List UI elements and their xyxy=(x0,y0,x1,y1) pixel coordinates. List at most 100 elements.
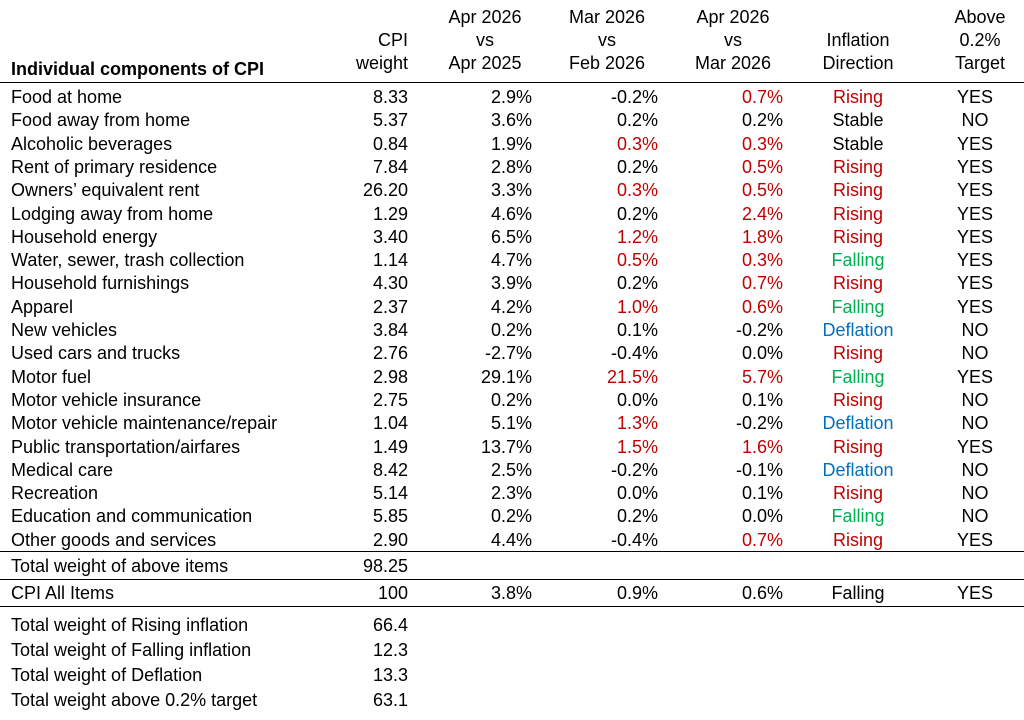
inflation-direction: Rising xyxy=(832,483,884,504)
cpi-weight: 0.84 xyxy=(372,133,408,154)
component-name: New vehicles xyxy=(11,320,118,340)
above-target: NO xyxy=(961,506,989,527)
table-row: Lodging away from home 1.29 4.6% 0.2% 2.4% Ri… xyxy=(0,203,1024,226)
yoy-change: 4.7% xyxy=(490,250,532,271)
mom-change: -0.1% xyxy=(735,459,783,480)
inflation-direction: Stable xyxy=(832,133,884,154)
header-line: Apr 2025 xyxy=(448,53,522,73)
component-name: Used cars and trucks xyxy=(11,343,181,364)
yoy-change: 4.6% xyxy=(490,203,532,224)
above-target: YES xyxy=(956,296,994,317)
header-line: Above xyxy=(954,7,1006,27)
inflation-direction: Rising xyxy=(832,203,884,224)
mom-prev-change: -0.4% xyxy=(610,529,658,550)
table-row: Used cars and trucks 2.76 -2.7% -0.4% 0.0% Ri… xyxy=(0,342,1024,365)
mom-change: -0.2% xyxy=(735,320,783,340)
inflation-direction: Deflation xyxy=(822,459,894,480)
mom-change: 0.7% xyxy=(741,273,783,294)
header-line: Inflation xyxy=(826,30,890,50)
summary-value: 12.3 xyxy=(372,640,408,660)
header-yoy: Apr 2026 vs Apr 2025 xyxy=(430,6,540,75)
table-row: Motor vehicle insurance 2.75 0.2% 0.0% 0.1% R… xyxy=(0,389,1024,412)
mom-prev-change: 0.0% xyxy=(616,483,658,504)
table-row: Recreation 5.14 2.3% 0.0% 0.1% Rising NO xyxy=(0,482,1024,505)
header-line: CPI xyxy=(377,30,408,50)
yoy-change: 0.2% xyxy=(490,320,532,340)
header-line: Apr 2026 xyxy=(448,7,522,27)
above-target: YES xyxy=(956,529,994,550)
component-name: Food at home xyxy=(11,87,123,107)
cpi-weight: 5.37 xyxy=(372,110,408,131)
yoy-change: 2.3% xyxy=(490,483,532,504)
above-target: YES xyxy=(956,133,994,154)
mom-change: 0.7% xyxy=(741,87,783,107)
component-name: Recreation xyxy=(11,483,99,504)
table-row: Food away from home 5.37 3.6% 0.2% 0.2% Stabl… xyxy=(0,109,1024,132)
mom-change: 0.1% xyxy=(741,389,783,410)
summary-label: Total weight of Falling inflation xyxy=(11,640,252,660)
all-items-target: YES xyxy=(956,583,994,603)
table-row: Public transportation/airfares 1.49 13.7% 1… xyxy=(0,436,1024,459)
yoy-change: 13.7% xyxy=(480,436,532,457)
yoy-change: 0.2% xyxy=(490,506,532,527)
cpi-weight: 26.20 xyxy=(362,180,408,201)
mom-prev-change: 0.1% xyxy=(616,320,658,340)
header-direction: Inflation Direction xyxy=(808,29,908,75)
header-line: Feb 2026 xyxy=(568,53,646,73)
header-line: Mar 2026 xyxy=(568,7,646,27)
cpi-weight: 1.29 xyxy=(372,203,408,224)
above-target: NO xyxy=(961,389,989,410)
table-title: Individual components of CPI xyxy=(11,59,265,79)
component-name: Apparel xyxy=(11,296,74,317)
total-weight-label: Total weight of above items xyxy=(11,556,229,576)
total-weight-value: 98.25 xyxy=(362,556,408,576)
component-name: Household energy xyxy=(11,226,158,247)
header-mom: Apr 2026 vs Mar 2026 xyxy=(678,6,788,75)
mom-prev-change: 0.2% xyxy=(616,506,658,527)
cpi-weight: 8.33 xyxy=(372,87,408,107)
inflation-direction: Rising xyxy=(832,436,884,457)
header-divider xyxy=(0,82,1024,83)
inflation-direction: Falling xyxy=(831,506,885,527)
table-row: Alcoholic beverages 0.84 1.9% 0.3% 0.3% Stabl… xyxy=(0,133,1024,156)
component-name: Food away from home xyxy=(11,110,191,131)
component-name: Rent of primary residence xyxy=(11,156,218,177)
inflation-direction: Stable xyxy=(832,110,884,131)
summary-divider xyxy=(0,606,1024,607)
mom-change: 2.4% xyxy=(741,203,783,224)
cpi-weight: 5.85 xyxy=(372,506,408,527)
cpi-weight: 8.42 xyxy=(372,459,408,480)
above-target: YES xyxy=(956,250,994,271)
all-items-direction: Falling xyxy=(831,583,885,603)
inflation-direction: Deflation xyxy=(822,413,894,434)
above-target: YES xyxy=(956,180,994,201)
above-target: YES xyxy=(956,156,994,177)
mom-prev-change: 1.3% xyxy=(616,413,658,434)
yoy-change: 5.1% xyxy=(490,413,532,434)
mom-prev-change: 0.5% xyxy=(616,250,658,271)
yoy-change: 3.3% xyxy=(490,180,532,201)
inflation-direction: Falling xyxy=(831,366,885,387)
cpi-weight: 2.90 xyxy=(372,529,408,550)
component-name: Other goods and services xyxy=(11,529,217,550)
summary-row: Total weight of Falling inflation 12.3 xyxy=(0,639,1024,662)
cpi-weight: 2.76 xyxy=(372,343,408,364)
mom-change: 0.0% xyxy=(741,506,783,527)
mom-change: 1.6% xyxy=(741,436,783,457)
mom-change: 0.7% xyxy=(741,529,783,550)
yoy-change: 0.2% xyxy=(490,389,532,410)
table-row: Rent of primary residence 7.84 2.8% 0.2% 0.5… xyxy=(0,156,1024,179)
component-name: Public transportation/airfares xyxy=(11,436,241,457)
yoy-change: 2.9% xyxy=(490,87,532,107)
header-line: 0.2% xyxy=(959,30,1001,50)
yoy-change: 3.6% xyxy=(490,110,532,131)
mom-prev-change: 21.5% xyxy=(606,366,658,387)
inflation-direction: Rising xyxy=(832,389,884,410)
table-row: New vehicles 3.84 0.2% 0.1% -0.2% Deflation NO xyxy=(0,319,1024,342)
header-line: weight xyxy=(355,53,408,73)
table-row: Motor vehicle maintenance/repair 1.04 5.1%… xyxy=(0,412,1024,435)
table-row: Household furnishings 4.30 3.9% 0.2% 0.7% Ris… xyxy=(0,272,1024,295)
all-items-mom: 0.6% xyxy=(741,583,783,603)
above-target: NO xyxy=(961,320,989,340)
